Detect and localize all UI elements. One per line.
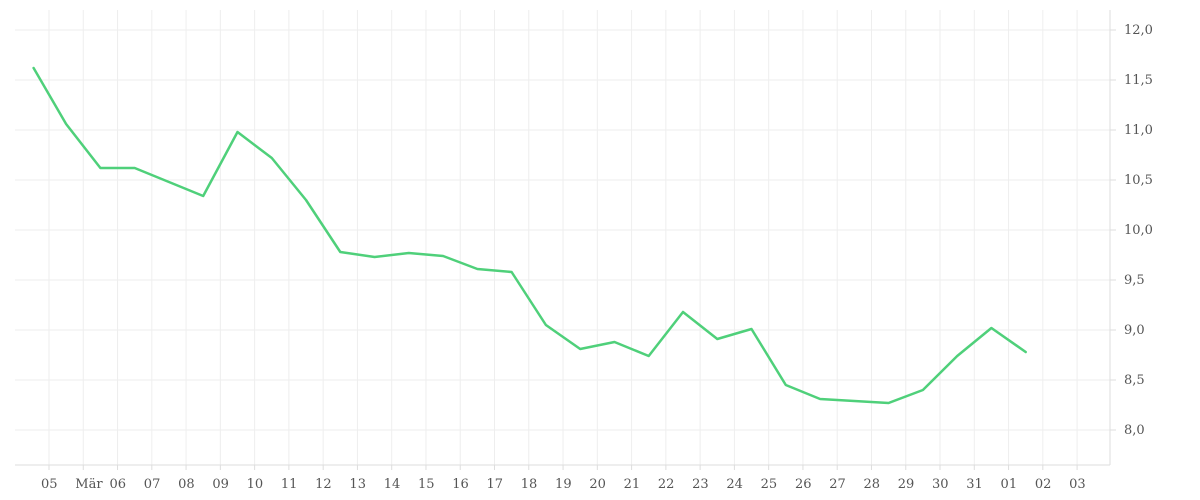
x-tick-label: 19 [555, 477, 572, 492]
x-tick-label: 24 [726, 477, 743, 492]
x-tick-label: 02 [1035, 477, 1052, 492]
x-axis-labels: 05 Mär 06 07 08 09 10 11 12 13 14 15 16 17 18 19 20 21 22 2… [41, 477, 1086, 492]
x-tick-label: 21 [624, 477, 641, 492]
axes [15, 10, 1116, 470]
y-tick-label: 11,0 [1124, 123, 1153, 138]
y-tick-label: 9,0 [1124, 323, 1145, 338]
x-tick-label: 08 [178, 477, 195, 492]
x-tick-label: 17 [487, 477, 504, 492]
y-tick-label: 10,0 [1124, 223, 1153, 238]
x-tick-label: 25 [761, 477, 778, 492]
x-tick-label: Mär [75, 477, 103, 492]
grid [15, 10, 1110, 465]
x-tick-label: 28 [863, 477, 880, 492]
series-line [32, 66, 1027, 405]
x-tick-label: 06 [110, 477, 127, 492]
x-tick-label: 07 [144, 477, 161, 492]
y-tick-label: 12,0 [1124, 23, 1153, 38]
y-tick-label: 11,5 [1124, 73, 1153, 88]
y-tick-label: 9,5 [1124, 273, 1145, 288]
y-tick-label: 8,5 [1124, 373, 1145, 388]
series-layer [32, 66, 1027, 405]
x-tick-label: 27 [829, 477, 846, 492]
y-tick-label: 8,0 [1124, 423, 1145, 438]
x-tick-label: 30 [932, 477, 949, 492]
x-tick-label: 15 [418, 477, 435, 492]
x-tick-label: 10 [247, 477, 264, 492]
x-tick-label: 12 [315, 477, 332, 492]
x-tick-label: 29 [898, 477, 915, 492]
x-tick-label: 01 [1001, 477, 1018, 492]
x-tick-label: 26 [795, 477, 812, 492]
x-tick-label: 18 [521, 477, 538, 492]
x-tick-label: 20 [589, 477, 606, 492]
y-tick-label: 10,5 [1124, 173, 1153, 188]
x-tick-label: 11 [281, 477, 298, 492]
x-tick-label: 14 [384, 477, 401, 492]
x-tick-label: 31 [966, 477, 983, 492]
x-tick-label: 23 [692, 477, 709, 492]
y-axis-labels: 12,0 11,5 11,0 10,5 10,0 9,5 9,0 8,5 8,0 [1124, 23, 1153, 438]
x-tick-label: 16 [452, 477, 469, 492]
x-tick-label: 09 [212, 477, 229, 492]
x-tick-label: 13 [349, 477, 366, 492]
x-tick-label: 22 [658, 477, 675, 492]
x-tick-label: 05 [41, 477, 58, 492]
x-tick-label: 03 [1069, 477, 1086, 492]
